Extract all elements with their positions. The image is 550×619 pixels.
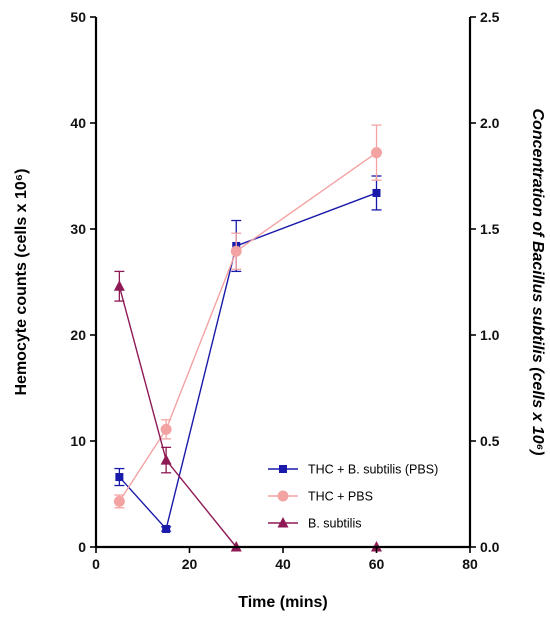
data-point — [160, 423, 172, 435]
series-2 — [113, 124, 382, 509]
data-point — [162, 524, 171, 533]
legend-label: B. subtilis — [308, 517, 362, 531]
x-tick-label: 60 — [369, 556, 385, 572]
legend-label: THC + B. subtilis (PBS) — [308, 463, 438, 477]
legend-marker — [277, 490, 289, 502]
y-axis-right-ticks: 0.0 0.5 1.0 1.5 2.0 2.5 — [470, 9, 500, 555]
y2-tick-label: 1.5 — [480, 221, 500, 237]
x-axis-ticks: 0 20 40 60 80 — [92, 547, 478, 572]
series-line — [118, 286, 377, 548]
legend: THC + B. subtilis (PBS) THC + PBS B. subti… — [268, 463, 438, 531]
series-line — [118, 152, 377, 502]
y-tick-label: 30 — [70, 221, 86, 237]
series-line — [118, 192, 377, 531]
y-tick-label: 0 — [78, 539, 86, 555]
y-tick-label: 10 — [70, 433, 86, 449]
x-tick-label: 80 — [462, 556, 478, 572]
y-tick-label: 20 — [70, 327, 86, 343]
legend-marker — [279, 465, 287, 473]
y2-tick-label: 0.5 — [480, 433, 500, 449]
x-axis-title: Time (mins) — [238, 594, 328, 611]
data-point — [230, 245, 242, 257]
x-tick-label: 20 — [182, 556, 198, 572]
y2-tick-label: 0.0 — [480, 539, 500, 555]
legend-item: THC + PBS — [268, 490, 373, 504]
legend-label: THC + PBS — [308, 490, 373, 504]
y-tick-label: 50 — [70, 9, 86, 25]
plot-area — [113, 124, 382, 552]
x-tick-label: 0 — [92, 556, 100, 572]
y-axis-left-title: Hemocyte counts (cells x 10⁶) — [13, 168, 30, 395]
x-tick-label: 40 — [275, 556, 291, 572]
y2-tick-label: 1.0 — [480, 327, 500, 343]
legend-marker — [277, 517, 289, 528]
y2-tick-label: 2.5 — [480, 9, 500, 25]
data-point — [160, 454, 172, 465]
series-1 — [114, 175, 382, 533]
legend-item: B. subtilis — [268, 517, 362, 531]
data-point — [371, 147, 382, 159]
y-tick-label: 40 — [70, 115, 86, 131]
data-point — [115, 473, 124, 482]
y-axis-left-ticks: 0 10 20 30 40 50 — [70, 9, 96, 555]
data-point — [372, 188, 381, 197]
legend-item: THC + B. subtilis (PBS) — [268, 463, 438, 477]
series-3 — [113, 270, 382, 552]
y-axis-right-title: Concentration of Bacillus subtilis (cell… — [529, 108, 546, 455]
y2-tick-label: 2.0 — [480, 115, 500, 131]
data-point — [113, 495, 125, 507]
data-point — [113, 280, 125, 291]
